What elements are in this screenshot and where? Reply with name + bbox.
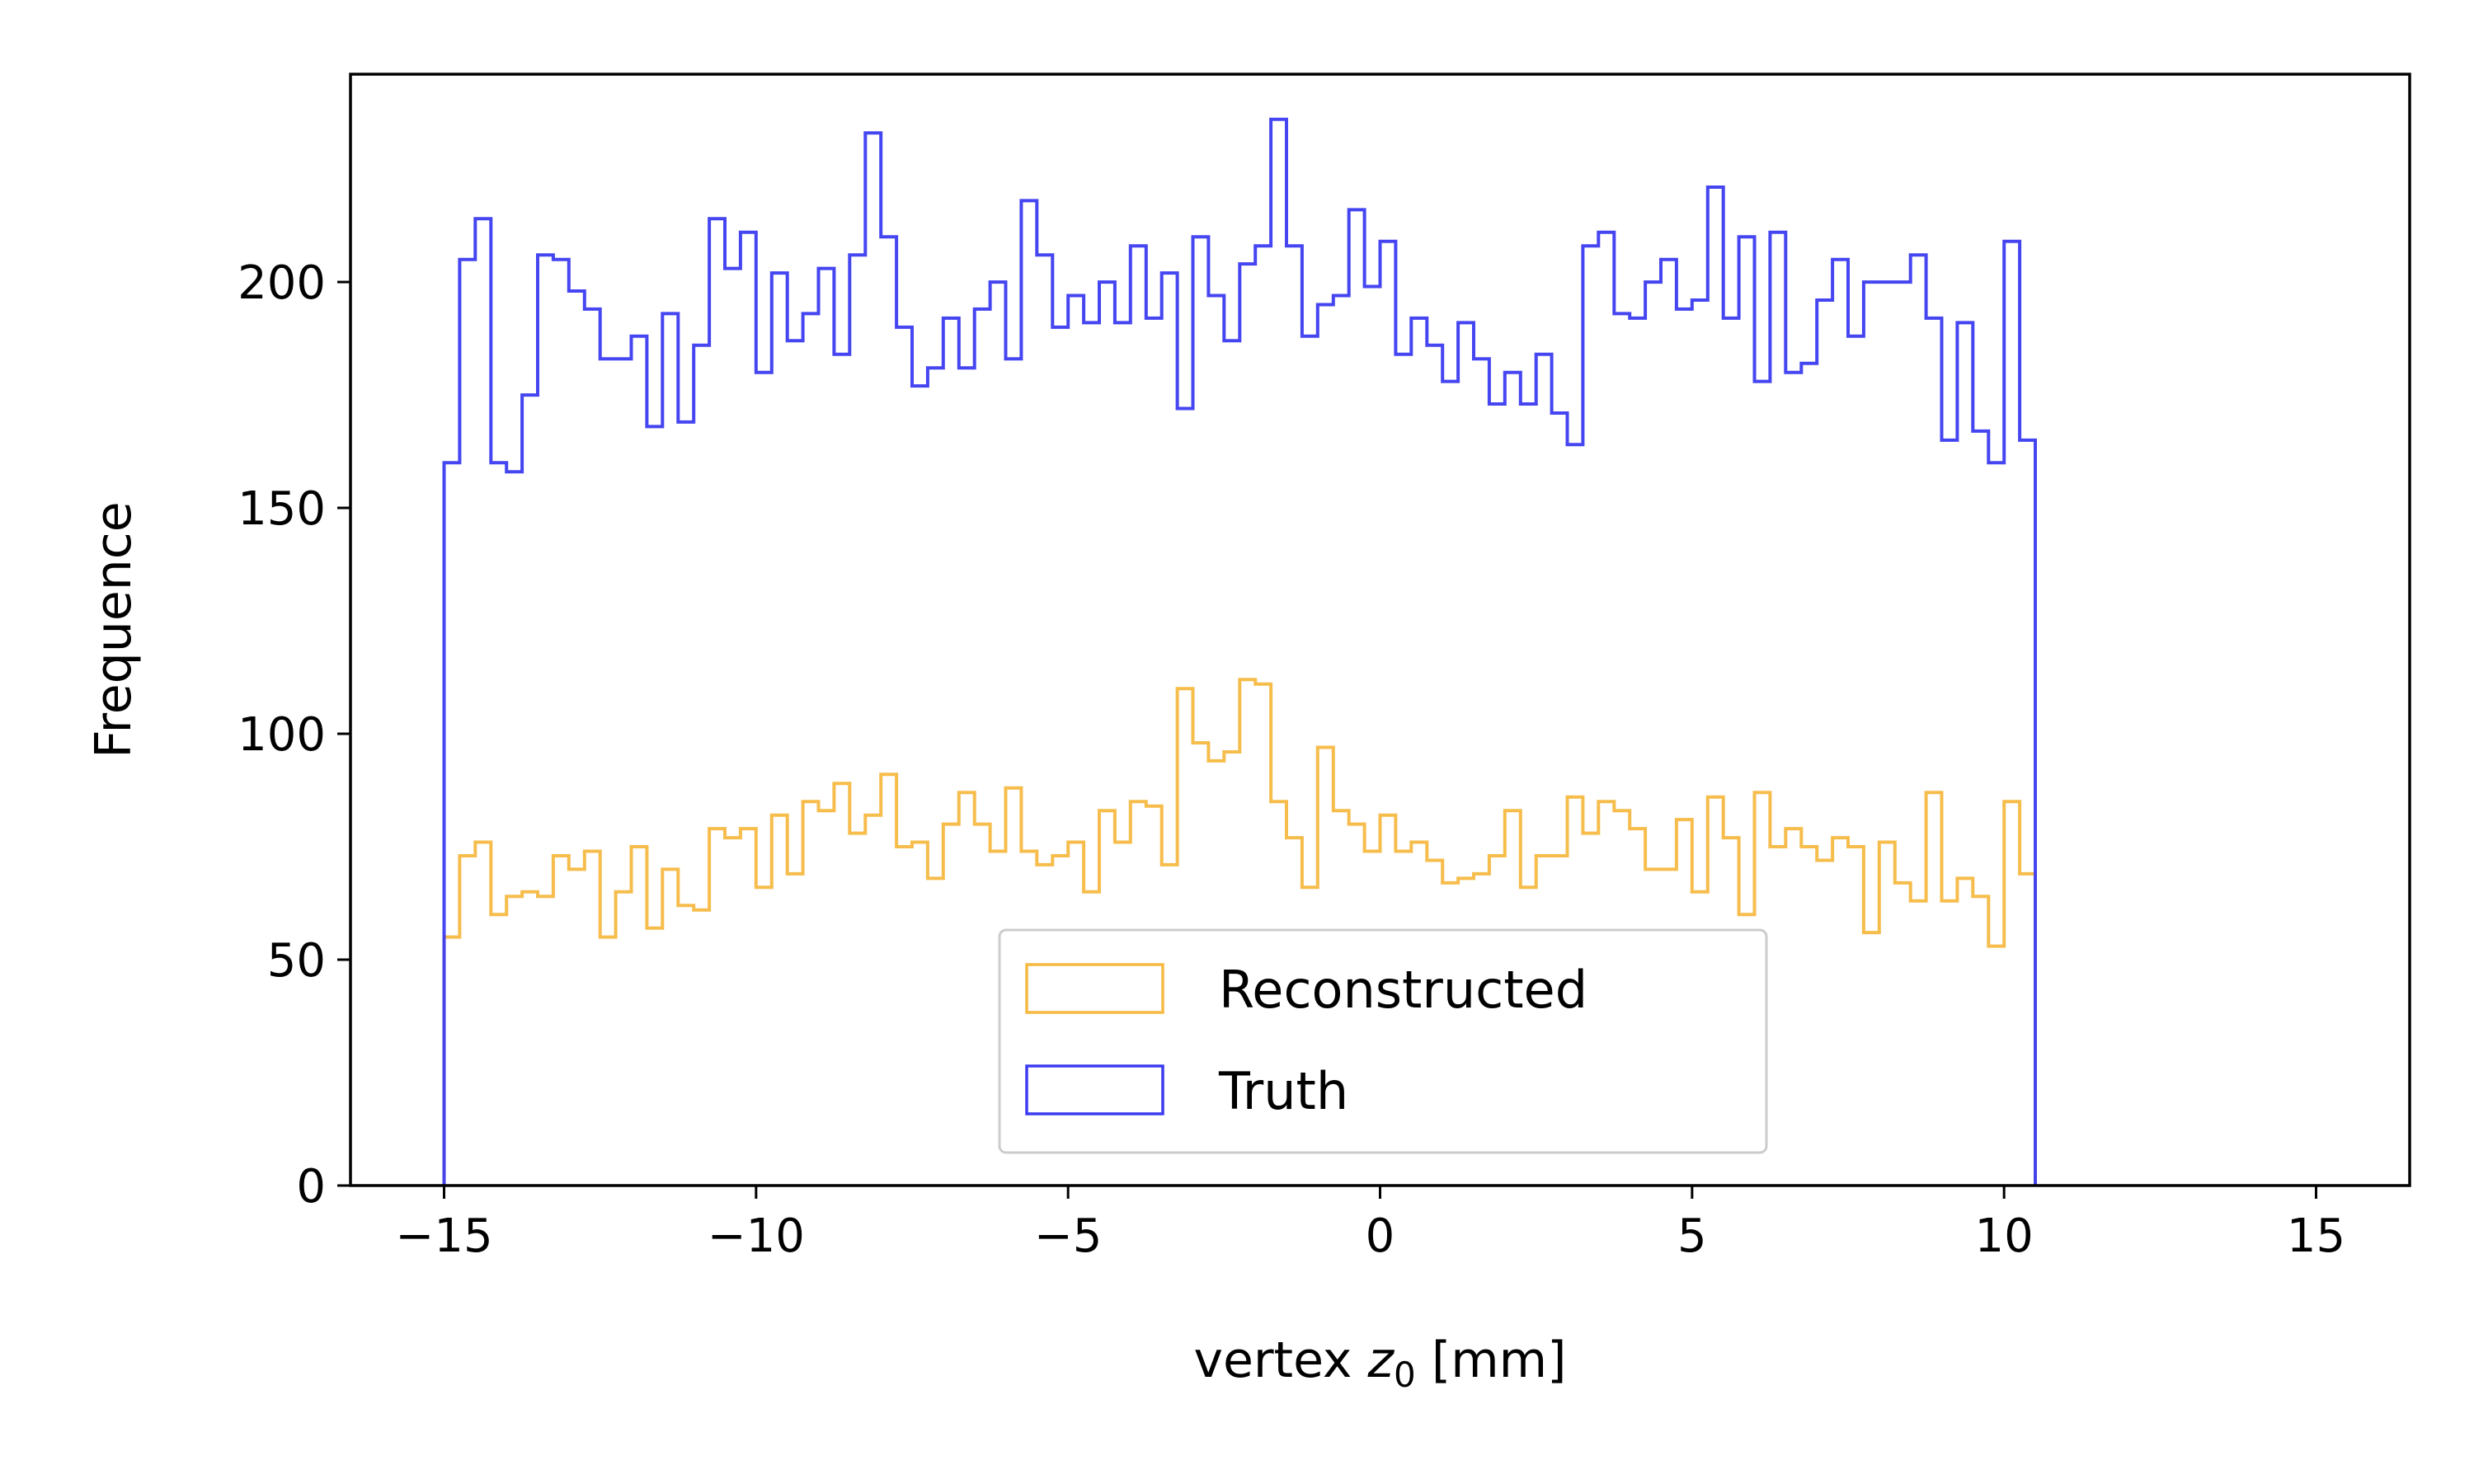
histogram-series-reconstructed bbox=[442, 678, 2037, 1186]
plot-area bbox=[442, 117, 2037, 1186]
x-tick-label: −10 bbox=[708, 1209, 805, 1263]
x-tick-label: 5 bbox=[1677, 1209, 1707, 1263]
x-tick-label: 0 bbox=[1366, 1209, 1395, 1263]
y-tick-label: 0 bbox=[296, 1160, 326, 1214]
y-tick-label: 50 bbox=[267, 934, 326, 988]
legend-swatch-reconstructed bbox=[1025, 963, 1164, 1014]
y-tick-label: 200 bbox=[238, 256, 326, 310]
x-tick-label: 15 bbox=[2287, 1209, 2345, 1263]
y-tick-label: 150 bbox=[238, 482, 326, 536]
legend: Reconstructed Truth bbox=[998, 928, 1768, 1154]
y-axis-label: Frequence bbox=[85, 501, 143, 758]
legend-label-truth: Truth bbox=[1218, 1061, 1348, 1121]
x-axis: −15 −10 −5 0 5 10 15 bbox=[395, 1186, 2345, 1263]
x-axis-label-suffix: [mm] bbox=[1416, 1331, 1567, 1389]
x-tick-label: 10 bbox=[1975, 1209, 2034, 1263]
histogram-series-truth bbox=[442, 117, 2037, 1186]
x-tick-label: −5 bbox=[1034, 1209, 1103, 1263]
x-axis-label: vertex z0 [mm] bbox=[1193, 1331, 1566, 1395]
x-axis-label-prefix: vertex bbox=[1193, 1331, 1367, 1389]
y-axis: 0 50 100 150 200 bbox=[238, 256, 350, 1214]
legend-box bbox=[998, 928, 1768, 1154]
x-axis-label-variable: z bbox=[1367, 1331, 1395, 1389]
x-tick-label: −15 bbox=[395, 1209, 492, 1263]
legend-swatch-truth bbox=[1025, 1064, 1164, 1115]
legend-label-reconstructed: Reconstructed bbox=[1219, 960, 1587, 1020]
x-axis-label-subscript: 0 bbox=[1394, 1355, 1416, 1395]
y-tick-label: 100 bbox=[238, 708, 326, 762]
